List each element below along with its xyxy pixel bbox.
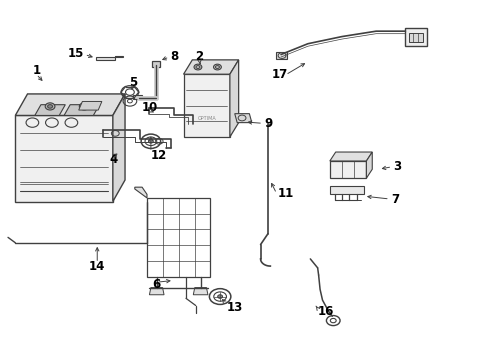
Circle shape: [278, 53, 285, 58]
Bar: [405, 28, 427, 45]
Bar: [152, 60, 159, 67]
Polygon shape: [79, 102, 102, 110]
Bar: [147, 198, 210, 277]
Polygon shape: [234, 114, 251, 123]
Text: OPTIMA: OPTIMA: [197, 116, 216, 121]
Text: 17: 17: [271, 68, 287, 81]
Polygon shape: [183, 74, 229, 137]
Text: 1: 1: [32, 64, 41, 77]
Bar: [329, 186, 363, 194]
Text: 12: 12: [151, 149, 167, 162]
Polygon shape: [135, 187, 147, 198]
Text: 11: 11: [277, 187, 293, 200]
Polygon shape: [96, 55, 122, 60]
Polygon shape: [193, 288, 207, 295]
Polygon shape: [329, 152, 371, 161]
Text: 14: 14: [89, 260, 105, 273]
Polygon shape: [15, 94, 125, 116]
Bar: [408, 33, 422, 42]
Text: 15: 15: [67, 47, 83, 60]
Text: 7: 7: [390, 193, 398, 206]
Circle shape: [213, 64, 221, 70]
Polygon shape: [15, 116, 113, 202]
Polygon shape: [113, 94, 125, 202]
Polygon shape: [229, 60, 238, 137]
Text: 13: 13: [226, 301, 243, 314]
Text: 10: 10: [141, 101, 157, 114]
Text: 9: 9: [264, 117, 272, 130]
Text: 5: 5: [129, 76, 137, 89]
Text: 6: 6: [152, 278, 161, 291]
Circle shape: [79, 103, 89, 110]
Text: 8: 8: [170, 50, 178, 63]
Circle shape: [47, 105, 52, 108]
Text: 3: 3: [392, 160, 401, 173]
Text: 4: 4: [109, 153, 118, 166]
Text: 2: 2: [195, 50, 203, 63]
Polygon shape: [276, 52, 286, 59]
Circle shape: [81, 105, 86, 108]
Circle shape: [217, 295, 222, 298]
Polygon shape: [329, 161, 366, 178]
Bar: [133, 95, 142, 99]
Circle shape: [194, 64, 202, 70]
Polygon shape: [183, 60, 238, 74]
Circle shape: [148, 139, 153, 143]
Text: 16: 16: [317, 306, 333, 319]
Polygon shape: [64, 105, 99, 116]
Circle shape: [45, 103, 55, 110]
Polygon shape: [149, 288, 163, 295]
Polygon shape: [35, 105, 65, 116]
Polygon shape: [366, 152, 371, 178]
